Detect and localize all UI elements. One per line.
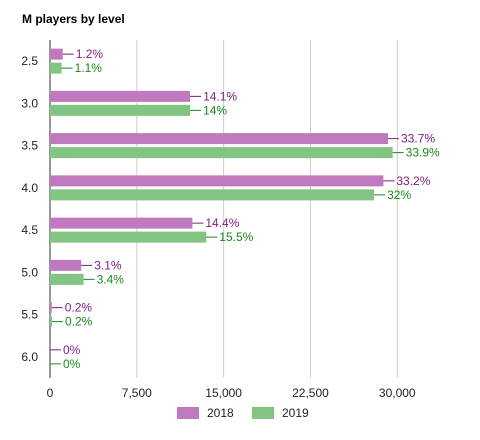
y-tick-label: 4.0: [21, 181, 38, 195]
bar-2019: [50, 104, 191, 116]
bar-2019: [50, 62, 62, 74]
x-tick-label: 30,000: [379, 386, 416, 400]
data-label: 15.5%: [219, 230, 253, 244]
legend-swatch: [252, 407, 274, 419]
bar-2018: [50, 217, 193, 229]
bar-2019: [50, 273, 84, 285]
data-label: 33.2%: [396, 174, 430, 188]
data-label: 1.2%: [76, 47, 104, 61]
x-tick-label: 15,000: [205, 386, 242, 400]
legend-swatch: [177, 407, 199, 419]
data-label: 0.2%: [65, 301, 93, 315]
y-axis: 2.5 3.0 3.5 4.0 4.5 5.0 5.5 6.0: [21, 54, 38, 364]
y-tick-label: 4.5: [21, 223, 38, 237]
data-label: 0.2%: [65, 315, 93, 329]
x-tick-label: 0: [47, 386, 54, 400]
y-tick-label: 6.0: [21, 350, 38, 364]
data-label: 32%: [387, 188, 411, 202]
y-tick-label: 3.0: [21, 96, 38, 110]
data-label: 14.1%: [203, 89, 237, 103]
bar-2019: [50, 316, 52, 328]
bar-2018: [50, 133, 389, 145]
legend-label: 2019: [282, 406, 309, 420]
bars: [50, 48, 393, 328]
y-tick-label: 5.0: [21, 265, 38, 279]
bar-2018: [50, 302, 52, 314]
bar-2018: [50, 90, 191, 102]
bar-2018: [50, 48, 63, 60]
bar-2018: [50, 259, 82, 271]
data-label: 0%: [63, 343, 81, 357]
y-tick-label: 2.5: [21, 54, 38, 68]
y-tick-label: 3.5: [21, 139, 38, 153]
data-label: 3.1%: [94, 258, 122, 272]
bar-2019: [50, 231, 207, 243]
data-label: 0%: [63, 357, 81, 371]
data-label: 14.4%: [205, 216, 239, 230]
bar-2018: [50, 175, 384, 187]
data-label: 3.4%: [97, 272, 125, 286]
chart-title: M players by level: [22, 12, 125, 26]
data-labels: 1.2%1.1% 14.1%14% 33.7%33.9% 33.2%32% 14.4%1…: [50, 47, 440, 371]
data-label: 33.9%: [406, 146, 440, 160]
data-label: 1.1%: [75, 61, 103, 75]
data-label: 14%: [203, 103, 227, 117]
x-tick-label: 7,500: [122, 386, 152, 400]
data-label: 33.7%: [401, 132, 435, 146]
bar-2019: [50, 189, 375, 201]
legend-label: 2018: [207, 406, 234, 420]
legend: 2018 2019: [177, 406, 309, 420]
bar-2019: [50, 147, 393, 159]
x-tick-label: 22,500: [292, 386, 329, 400]
x-axis: 0 7,500 15,000 22,500 30,000: [47, 386, 416, 400]
y-tick-label: 5.5: [21, 308, 38, 322]
